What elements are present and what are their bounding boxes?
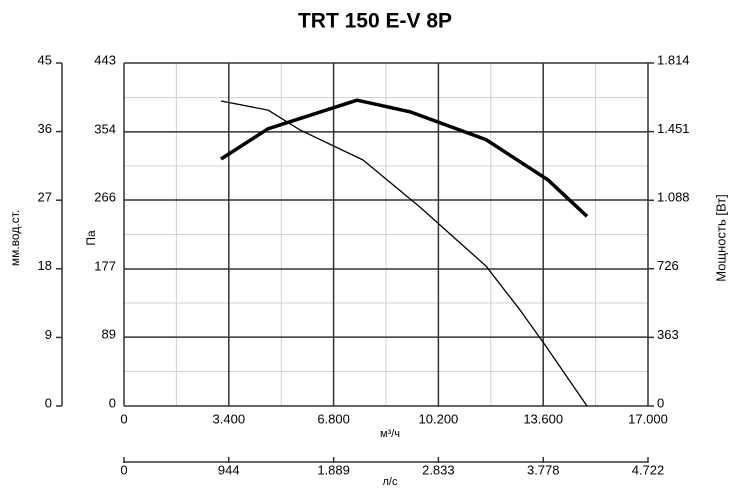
y-tick-label: 266 xyxy=(94,189,116,204)
y2-tick-label: 726 xyxy=(657,258,679,273)
y2-axis-label: Мощность [Вт] xyxy=(713,194,728,282)
x-tick-label: 0 xyxy=(120,411,127,426)
y-tick-label: 177 xyxy=(94,258,116,273)
chart-title: TRT 150 E-V 8P xyxy=(298,10,452,33)
y3-tick-label: 0 xyxy=(45,395,52,410)
y3-tick-label: 45 xyxy=(38,52,52,67)
y-tick-label: 89 xyxy=(102,327,116,342)
x2-tick-label: 4.722 xyxy=(632,462,665,477)
y3-axis-label: мм.вод.ст. xyxy=(8,210,22,266)
y-tick-label: 443 xyxy=(94,52,116,67)
x-tick-label: 3.400 xyxy=(213,411,246,426)
x2-tick-label: 0 xyxy=(120,462,127,477)
curve xyxy=(220,100,588,407)
y2-tick-label: 1.814 xyxy=(657,52,690,67)
x-tick-label: 10.200 xyxy=(419,411,459,426)
y2-tick-label: 363 xyxy=(657,327,679,342)
x2-tick-label: 3.778 xyxy=(527,462,560,477)
x-tick-label: 17.000 xyxy=(628,411,668,426)
x2-tick-label: 2.833 xyxy=(422,462,455,477)
y2-tick-label: 1.451 xyxy=(657,121,690,136)
curve xyxy=(220,98,589,218)
y2-tick-label: 0 xyxy=(657,395,664,410)
y2-tick-label: 1.088 xyxy=(657,190,690,205)
x-axis-label: м³/ч xyxy=(380,428,400,440)
x2-tick-label: 944 xyxy=(218,462,240,477)
y3-tick-label: 18 xyxy=(38,258,52,273)
x-tick-label: 13.600 xyxy=(523,411,563,426)
x-tick-label: 6.800 xyxy=(317,411,350,426)
y-axis-label: Па xyxy=(84,230,98,246)
y3-tick-label: 27 xyxy=(38,190,52,205)
x2-axis-label: л/с xyxy=(383,476,398,488)
y3-tick-label: 9 xyxy=(45,327,52,342)
x2-tick-label: 1.889 xyxy=(317,462,350,477)
y-tick-label: 0 xyxy=(109,395,116,410)
y3-tick-label: 36 xyxy=(38,121,52,136)
y-tick-label: 354 xyxy=(94,121,116,136)
